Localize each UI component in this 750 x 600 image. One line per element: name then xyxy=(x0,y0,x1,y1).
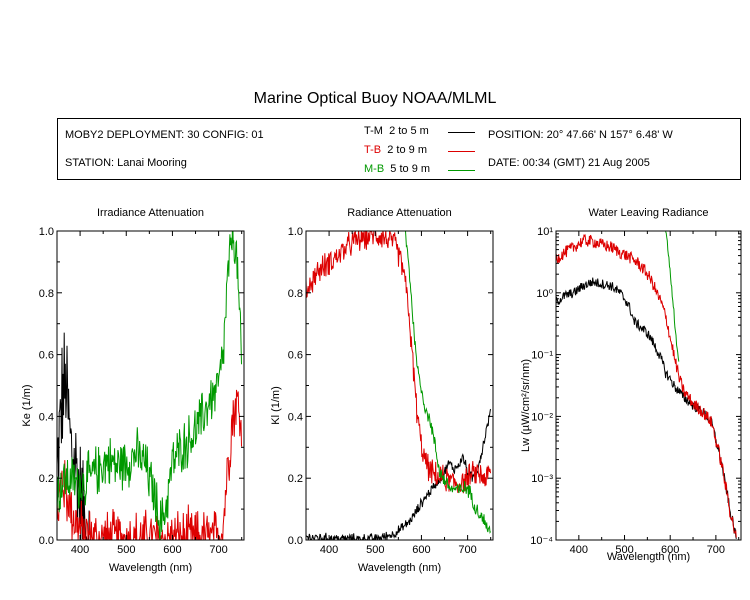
y-tick-label: 0.0 xyxy=(288,535,303,547)
plot-area xyxy=(556,231,737,540)
series-line-mb xyxy=(404,231,492,534)
y-tick-label: 10⁻⁴ xyxy=(530,535,553,547)
y-tick-label: 10⁰ xyxy=(536,288,553,300)
y-tick-label: 0.2 xyxy=(39,473,54,485)
x-tick-label: 500 xyxy=(366,544,384,556)
x-axis-label: Wavelength (nm) xyxy=(607,551,690,563)
y-tick-label: 0.0 xyxy=(39,535,54,547)
legend-label: T-B xyxy=(364,144,382,156)
y-tick-label: 10⁻³ xyxy=(531,473,553,485)
series-line-tm xyxy=(57,332,90,540)
legend-entry-mb: M-B 5 to 9 m xyxy=(364,163,430,175)
legend-range: 2 to 5 m xyxy=(389,125,429,137)
info-box: MOBY2 DEPLOYMENT: 30 CONFIG: 01 STATION:… xyxy=(57,118,741,180)
date-label: DATE: 00:34 (GMT) 21 Aug 2005 xyxy=(488,157,650,169)
plot-frame xyxy=(305,230,494,541)
legend-entry-tm: T-M 2 to 5 m xyxy=(364,125,429,137)
legend-line-mb xyxy=(448,170,475,171)
legend-label: T-M xyxy=(364,125,383,137)
x-tick-label: 600 xyxy=(412,544,430,556)
y-tick-label: 1.0 xyxy=(288,226,303,238)
series-line-tm xyxy=(556,277,737,540)
chart-panel-3: 400 500 600 700 10⁻⁴ 10⁻³ 10⁻² 10⁻¹ 10⁰ 10¹ Water … xyxy=(520,207,742,563)
y-tick-label: 0.6 xyxy=(39,350,54,362)
panel-title: Water Leaving Radiance xyxy=(588,207,708,219)
y-axis-label: Kl (1/m) xyxy=(270,386,282,425)
series-line-mb xyxy=(665,231,680,362)
y-tick-label: 0.8 xyxy=(288,288,303,300)
series-line-tb xyxy=(556,234,737,538)
x-axis-label: Wavelength (nm) xyxy=(358,562,441,574)
x-tick-label: 400 xyxy=(570,544,588,556)
plot-frame xyxy=(555,230,742,541)
legend-line-tm xyxy=(448,132,475,133)
y-tick-label: 0.6 xyxy=(288,350,303,362)
y-tick-label: 0.2 xyxy=(288,473,303,485)
series-line-mb xyxy=(57,231,242,540)
panel-title: Radiance Attenuation xyxy=(347,207,452,219)
x-tick-label: 600 xyxy=(163,544,181,556)
plot-area xyxy=(57,231,242,540)
legend-line-tb xyxy=(448,151,475,152)
y-tick-label: 10⁻² xyxy=(531,411,553,423)
x-tick-label: 700 xyxy=(458,544,476,556)
x-tick-label: 600 xyxy=(661,544,679,556)
chart-panel-1: 400 500 600 700 0.0 0.2 0.4 0.6 0.8 1.0 Irradiance… xyxy=(21,207,245,574)
y-tick-label: 0.4 xyxy=(288,411,303,423)
legend-range: 5 to 9 m xyxy=(390,163,431,175)
series-line-tb xyxy=(306,231,491,494)
position-label: POSITION: 20° 47.66' N 157° 6.48' W xyxy=(488,129,673,141)
y-tick-label: 1.0 xyxy=(39,226,54,238)
x-tick-label: 500 xyxy=(117,544,135,556)
x-axis-label: Wavelength (nm) xyxy=(109,562,192,574)
x-tick-label: 400 xyxy=(71,544,89,556)
y-tick-label: 0.8 xyxy=(39,288,54,300)
y-tick-label: 10¹ xyxy=(537,226,553,238)
legend-range: 2 to 9 m xyxy=(387,144,427,156)
y-axis-label: Lw (µW/cm²/sr/nm) xyxy=(520,359,532,452)
x-tick-label: 500 xyxy=(615,544,633,556)
y-tick-label: 0.4 xyxy=(39,411,54,423)
x-tick-label: 700 xyxy=(209,544,227,556)
legend-entry-tb: T-B 2 to 9 m xyxy=(364,144,427,156)
legend-label: M-B xyxy=(364,163,385,175)
series-line-tm xyxy=(306,408,491,540)
chart-panel-2: 400 500 600 700 0.0 0.2 0.4 0.6 0.8 1.0 Radiance A… xyxy=(270,207,494,574)
y-axis-label: Ke (1/m) xyxy=(21,384,33,426)
x-tick-label: 700 xyxy=(707,544,725,556)
station-label: STATION: Lanai Mooring xyxy=(65,157,187,169)
series-line-tb xyxy=(57,389,242,540)
plot-area xyxy=(306,231,492,540)
y-tick-label: 10⁻¹ xyxy=(531,350,553,362)
x-tick-label: 400 xyxy=(320,544,338,556)
panel-title: Irradiance Attenuation xyxy=(97,207,204,219)
deployment-label: MOBY2 DEPLOYMENT: 30 CONFIG: 01 xyxy=(65,129,264,141)
chart-title: Marine Optical Buoy NOAA/MLML xyxy=(253,90,497,107)
